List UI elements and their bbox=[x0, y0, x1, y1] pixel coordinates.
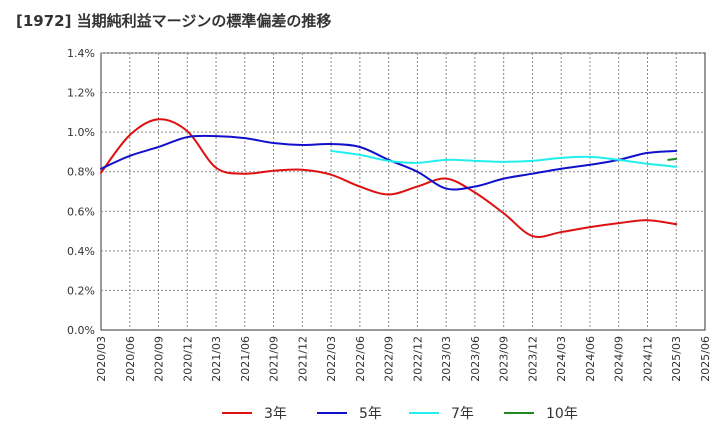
legend-label: 7年 bbox=[451, 406, 474, 422]
x-tick-label: 2025/03 bbox=[670, 336, 683, 382]
x-tick-label: 2024/09 bbox=[613, 336, 626, 382]
x-tick-label: 2023/12 bbox=[526, 336, 539, 382]
chart-title: [1972] 当期純利益マージンの標準偏差の推移 bbox=[16, 12, 332, 30]
x-tick-label: 2024/03 bbox=[555, 336, 568, 382]
legend-label: 5年 bbox=[359, 406, 382, 422]
y-axis-ticks: 0.0% 0.2% 0.4% 0.6% 0.8% 1.0% 1.2% 1.4% bbox=[67, 47, 95, 337]
y-tick-label: 0.0% bbox=[67, 324, 95, 337]
x-tick-label: 2021/06 bbox=[239, 336, 252, 382]
series-line-7年 bbox=[330, 149, 678, 168]
y-tick-label: 1.2% bbox=[67, 87, 95, 100]
y-tick-label: 1.4% bbox=[67, 47, 95, 60]
x-tick-label: 2022/12 bbox=[411, 336, 424, 382]
series-line-3年 bbox=[100, 118, 678, 238]
x-tick-label: 2023/06 bbox=[469, 336, 482, 382]
x-tick-label: 2021/12 bbox=[296, 336, 309, 382]
grid-lines bbox=[101, 52, 705, 330]
x-tick-label: 2022/09 bbox=[383, 336, 396, 382]
y-tick-label: 0.8% bbox=[67, 166, 95, 179]
x-tick-label: 2022/03 bbox=[325, 336, 338, 382]
legend-label: 10年 bbox=[546, 406, 578, 422]
x-tick-label: 2020/09 bbox=[153, 336, 166, 382]
x-tick-label: 2024/12 bbox=[641, 336, 654, 382]
series-lines bbox=[100, 118, 678, 238]
y-tick-label: 0.6% bbox=[67, 205, 95, 218]
x-tick-label: 2021/09 bbox=[268, 336, 281, 382]
x-tick-label: 2023/03 bbox=[440, 336, 453, 382]
x-tick-label: 2021/03 bbox=[210, 336, 223, 382]
x-tick-label: 2020/03 bbox=[95, 336, 108, 382]
y-tick-label: 0.2% bbox=[67, 284, 95, 297]
x-axis-ticks: 2020/03 2020/06 2020/09 2020/12 2021/03 2021/… bbox=[95, 336, 712, 382]
x-tick-label: 2020/12 bbox=[181, 336, 194, 382]
legend: 3年 5年 7年 10年 bbox=[222, 406, 578, 422]
series-line-10年 bbox=[667, 157, 678, 161]
legend-label: 3年 bbox=[264, 406, 287, 422]
y-tick-label: 0.4% bbox=[67, 245, 95, 258]
x-tick-label: 2023/09 bbox=[498, 336, 511, 382]
x-tick-label: 2025/06 bbox=[699, 336, 712, 382]
y-tick-label: 1.0% bbox=[67, 126, 95, 139]
x-tick-label: 2022/06 bbox=[354, 336, 367, 382]
x-tick-label: 2024/06 bbox=[584, 336, 597, 382]
x-tick-label: 2020/06 bbox=[124, 336, 137, 382]
